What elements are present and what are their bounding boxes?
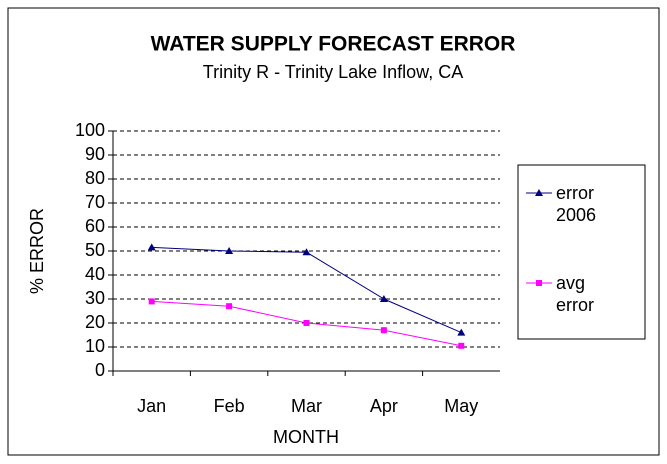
y-tick-label: 90 (85, 144, 105, 164)
y-tick-label: 10 (85, 336, 105, 356)
y-tick-label: 80 (85, 168, 105, 188)
y-tick-label: 30 (85, 288, 105, 308)
x-tick-label: May (444, 396, 478, 416)
x-tick-label: Mar (291, 396, 322, 416)
point (225, 247, 234, 254)
point (302, 248, 311, 256)
y-tick-label: 60 (85, 216, 105, 236)
point (536, 280, 542, 286)
point (457, 328, 466, 336)
chart-subtitle: Trinity R - Trinity Lake Inflow, CA (203, 62, 463, 82)
point (147, 243, 156, 251)
y-tick-label: 20 (85, 312, 105, 332)
x-tick-label: Feb (214, 396, 245, 416)
y-tick-label: 50 (85, 240, 105, 260)
y-tick-label: 100 (75, 120, 105, 140)
y-tick-label: 70 (85, 192, 105, 212)
point (535, 189, 543, 196)
point (458, 342, 465, 349)
y-axis-label: % ERROR (27, 208, 47, 294)
point (303, 320, 310, 326)
point (226, 303, 233, 310)
point (379, 295, 388, 302)
y-tick-label: 0 (95, 360, 105, 380)
point (380, 327, 387, 334)
y-tick-label: 40 (85, 264, 105, 284)
x-axis-label: MONTH (273, 427, 339, 447)
point (148, 298, 155, 305)
legend-label: avg error (556, 273, 595, 315)
chart-title: WATER SUPPLY FORECAST ERROR (151, 33, 516, 56)
legend-label: error 2006 (556, 183, 597, 225)
x-tick-label: Jan (137, 396, 166, 416)
x-tick-label: Apr (370, 396, 398, 416)
